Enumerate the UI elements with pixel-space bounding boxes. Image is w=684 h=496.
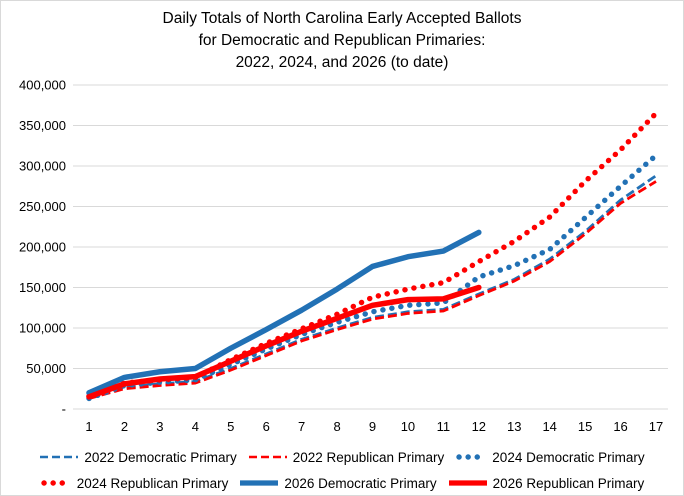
legend-label: 2026 Democratic Primary: [284, 475, 437, 491]
y-tick-label: 250,000: [19, 199, 66, 214]
legend-item-2026-democratic-primary: 2026 Democratic Primary: [239, 475, 437, 491]
x-tick-label: 16: [613, 419, 627, 434]
series-lines: [86, 110, 659, 402]
y-tick-label: 350,000: [19, 118, 66, 133]
legend-item-2024-republican-primary: 2024 Republican Primary: [40, 475, 229, 491]
y-tick-label: 100,000: [19, 321, 66, 336]
legend-item-2022-democratic-primary: 2022 Democratic Primary: [39, 449, 237, 465]
legend-item-2024-democratic-primary: 2024 Democratic Primary: [455, 449, 645, 465]
x-tick-label: 3: [156, 419, 163, 434]
x-tick-label: 11: [437, 419, 451, 434]
chart-title-line-1: Daily Totals of North Carolina Early Acc…: [162, 10, 522, 27]
y-tick-label: 200,000: [19, 240, 66, 255]
y-tick-label: 300,000: [19, 159, 66, 174]
x-tick-label: 7: [298, 419, 305, 434]
legend-label: 2026 Republican Primary: [492, 475, 645, 491]
line-2022-republican-primary: [88, 180, 657, 400]
y-tick-label: 400,000: [19, 78, 66, 93]
x-tick-label: 8: [333, 419, 340, 434]
legend-swatch-dotted-icon: [456, 454, 486, 460]
legend: 2022 Democratic Primary 2022 Republican P…: [1, 445, 683, 495]
legend-swatch-solid-icon: [240, 480, 279, 486]
line-2024-democratic-primary: [86, 152, 659, 402]
x-tick-label: 2: [121, 419, 128, 434]
x-tick-label: 12: [472, 419, 486, 434]
plot-area: 400,000350,000300,000250,000200,000150,0…: [19, 78, 668, 434]
line-2026-republican-primary: [86, 284, 482, 400]
legend-label: 2022 Republican Primary: [292, 449, 445, 465]
x-tick-label: 15: [578, 419, 592, 434]
y-tick-label: -: [62, 402, 66, 417]
legend-swatch-dotted-icon: [41, 480, 71, 486]
x-tick-label: 13: [507, 419, 521, 434]
legend-item-2022-republican-primary: 2022 Republican Primary: [248, 449, 445, 465]
line-2022-democratic-primary: [88, 174, 657, 399]
legend-item-2026-republican-primary: 2026 Republican Primary: [448, 475, 645, 491]
line-2026-democratic-primary: [86, 229, 482, 396]
x-tick-label: 14: [542, 419, 556, 434]
legend-label: 2022 Democratic Primary: [84, 449, 237, 465]
x-tick-label: 5: [227, 419, 234, 434]
legend-row-2: 2024 Republican Primary 2026 Democratic P…: [40, 471, 644, 495]
y-tick-label: 50,000: [26, 361, 66, 376]
x-tick-label: 17: [649, 419, 663, 434]
x-axis-labels: 1 2 3 4 5 6 7 8 9 10 11 12 13 14 15 16 17: [85, 419, 663, 434]
legend-swatch-solid-icon: [448, 480, 487, 486]
chart-title-line-2: for Democratic and Republican Primaries:: [198, 32, 486, 49]
chart-title: Daily Totals of North Carolina Early Acc…: [1, 8, 683, 74]
legend-row-1: 2022 Democratic Primary 2022 Republican P…: [39, 445, 645, 469]
chart-title-line-3: 2022, 2024, and 2026 (to date): [235, 54, 449, 71]
y-axis-labels: 400,000 350,000 300,000 250,000 200,000 150,0…: [19, 78, 66, 417]
legend-label: 2024 Republican Primary: [76, 475, 229, 491]
gridlines: [73, 84, 668, 410]
legend-swatch-dashed-icon: [248, 455, 287, 459]
legend-swatch-dashed-icon: [40, 455, 79, 459]
line-2024-republican-primary: [86, 110, 659, 399]
y-tick-label: 150,000: [19, 280, 66, 295]
legend-label: 2024 Democratic Primary: [492, 449, 645, 465]
x-tick-label: 9: [369, 419, 376, 434]
x-tick-label: 10: [401, 419, 415, 434]
x-tick-label: 6: [263, 419, 270, 434]
x-tick-label: 1: [85, 419, 92, 434]
x-tick-label: 4: [192, 419, 199, 434]
